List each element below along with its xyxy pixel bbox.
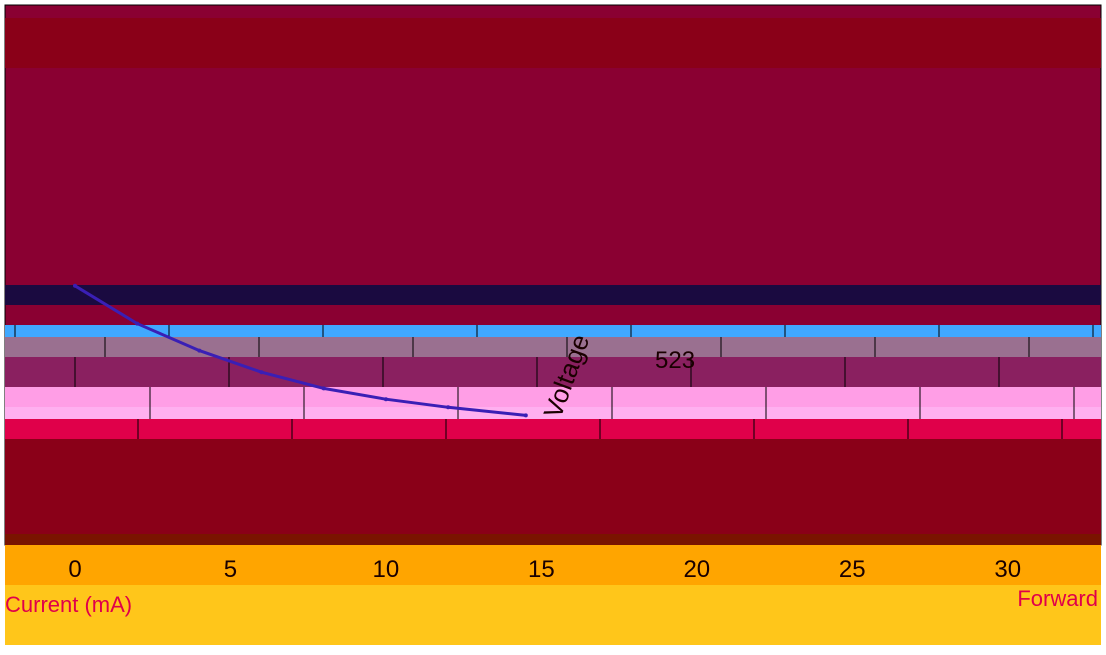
series-point-0-1 <box>135 321 140 326</box>
series-line-0 <box>74 284 526 417</box>
series-point-0-3 <box>259 370 264 375</box>
annotation-value: 523 <box>655 347 695 374</box>
band-2 <box>5 325 1101 337</box>
band-1 <box>5 285 1101 305</box>
series-point-0-4 <box>321 386 326 391</box>
band-4 <box>5 357 1101 387</box>
x-axis-label: Current (mA) <box>5 592 132 617</box>
grid-lines <box>14 325 1094 439</box>
x-tick-label: 25 <box>839 556 866 583</box>
x-tick-label: 20 <box>683 556 710 583</box>
band-3 <box>5 337 1101 357</box>
band-6 <box>5 407 1101 419</box>
band-0 <box>5 18 1101 68</box>
color-bands <box>5 18 1101 545</box>
x-axis-band <box>5 545 1101 585</box>
band-7 <box>5 419 1101 439</box>
series-point-0-6 <box>446 405 451 410</box>
series-point-0-0 <box>73 283 77 288</box>
x-axis-label-right: Forward <box>1017 586 1098 611</box>
series-point-0-2 <box>197 348 202 353</box>
x-tick-label: 15 <box>528 556 555 583</box>
series-point-0-5 <box>383 397 388 402</box>
band-9 <box>5 534 1101 545</box>
x-tick-label: 5 <box>224 556 237 583</box>
x-tick-label: 10 <box>373 556 400 583</box>
band-5 <box>5 387 1101 407</box>
x-axis-ticks: 0 5 10 15 20 25 30 <box>68 556 1021 583</box>
band-8 <box>5 439 1101 534</box>
x-tick-label: 30 <box>994 556 1021 583</box>
series-point-0-7 <box>523 413 528 418</box>
x-tick-label: 0 <box>68 556 81 583</box>
x-label-band <box>5 585 1101 645</box>
series-layer <box>73 283 528 418</box>
